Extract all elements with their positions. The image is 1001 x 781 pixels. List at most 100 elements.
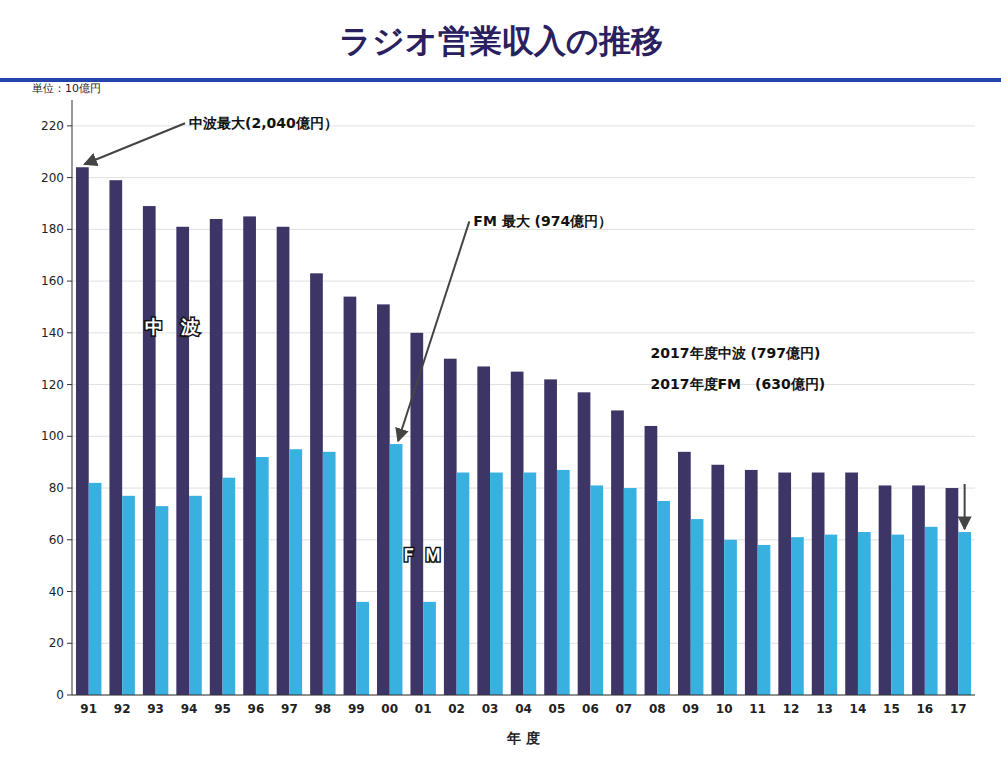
y-tick (67, 591, 72, 592)
x-tick-label: 01 (415, 702, 432, 716)
x-tick-label: 11 (749, 702, 766, 716)
y-axis-label: 単位：10億円 (32, 82, 101, 95)
chart-container: ラジオ営業収入の推移020406080100120140160180200220… (0, 0, 1001, 781)
y-tick (67, 332, 72, 333)
bar (109, 180, 122, 695)
annotation-arrow (84, 123, 185, 164)
annotation: FM 最大 (974億円） (473, 213, 612, 229)
bar (590, 485, 603, 695)
grid-line (72, 332, 975, 333)
bar (711, 465, 724, 695)
x-tick-label: 95 (214, 702, 231, 716)
bar (825, 535, 838, 695)
x-tick-label: 93 (147, 702, 164, 716)
y-tick (67, 436, 72, 437)
bar (76, 167, 89, 695)
x-tick-label: 00 (381, 702, 398, 716)
bar (657, 501, 670, 695)
y-tick-label: 100 (41, 429, 64, 443)
x-tick-label: 10 (716, 702, 733, 716)
bar (122, 496, 135, 695)
x-tick-label: 94 (181, 702, 198, 716)
bar (256, 457, 269, 695)
x-axis-label: 年 度 (506, 730, 540, 746)
bar (176, 227, 189, 695)
x-tick-label: 96 (248, 702, 265, 716)
bar (624, 488, 637, 695)
x-tick-label: 15 (883, 702, 900, 716)
bar (946, 488, 959, 695)
x-tick-label: 02 (448, 702, 465, 716)
bar (477, 366, 490, 695)
bar (879, 485, 892, 695)
bar (189, 496, 202, 695)
x-tick-label: 99 (348, 702, 365, 716)
bar (390, 444, 403, 695)
bar (791, 537, 804, 695)
y-tick (67, 384, 72, 385)
title-separator (0, 78, 1001, 82)
bar (758, 545, 771, 695)
bar (243, 216, 256, 695)
y-tick-label: 160 (41, 274, 64, 288)
bar (210, 219, 223, 695)
grid (72, 126, 975, 695)
bar (410, 333, 423, 695)
y-tick (67, 695, 72, 696)
annotations: 中波最大(2,040億円）FM 最大 (974億円）2017年度中波 (797億… (189, 115, 825, 392)
bar (645, 426, 658, 695)
y-tick (67, 539, 72, 540)
bar (812, 473, 825, 695)
x-tick-label: 04 (515, 702, 532, 716)
bar (423, 602, 436, 695)
bar (490, 473, 503, 695)
annotation: 2017年度FM (630億円) (651, 376, 825, 392)
x-tick-label: 06 (582, 702, 599, 716)
x-tick-label: 98 (314, 702, 331, 716)
bar (89, 483, 102, 695)
y-tick (67, 488, 72, 489)
bar (578, 392, 591, 695)
bar (745, 470, 758, 695)
y-tick-label: 40 (49, 585, 64, 599)
grid-line (72, 177, 975, 178)
x-tick-label: 17 (950, 702, 967, 716)
bar (323, 452, 336, 695)
y-tick (67, 177, 72, 178)
title: ラジオ営業収入の推移 (339, 22, 663, 60)
bar (678, 452, 691, 695)
y-axis (72, 100, 73, 695)
x-tick-label: 97 (281, 702, 298, 716)
annotation-arrow (398, 221, 469, 441)
bar (143, 206, 156, 695)
y-tick-label: 220 (41, 119, 64, 133)
bar (289, 449, 302, 695)
bar (457, 473, 470, 695)
bar (344, 297, 357, 695)
y-tick-label: 20 (49, 636, 64, 650)
y-tick-label: 140 (41, 326, 64, 340)
bar (377, 304, 390, 695)
annotation-arrow (964, 484, 966, 529)
x-tick-label: 03 (482, 702, 499, 716)
bar (277, 227, 290, 695)
bar (310, 273, 323, 695)
bar (724, 540, 737, 695)
x-tick-label: 05 (549, 702, 566, 716)
bar (925, 527, 938, 695)
bar (444, 359, 457, 695)
x-tick-label: 08 (649, 702, 666, 716)
chart: ラジオ営業収入の推移020406080100120140160180200220… (0, 0, 1001, 781)
bar (611, 410, 624, 695)
bar (691, 519, 704, 695)
x-tick-label: 07 (615, 702, 632, 716)
bar (912, 485, 925, 695)
x-tick-label: 92 (114, 702, 131, 716)
series-label: Ｆ Ｍ (400, 544, 442, 565)
bar (544, 379, 557, 695)
x-tick-label: 16 (916, 702, 933, 716)
annotation: 中波最大(2,040億円） (189, 115, 338, 131)
y-tick (67, 229, 72, 230)
y-tick-label: 180 (41, 222, 64, 236)
y-tick-label: 200 (41, 171, 64, 185)
